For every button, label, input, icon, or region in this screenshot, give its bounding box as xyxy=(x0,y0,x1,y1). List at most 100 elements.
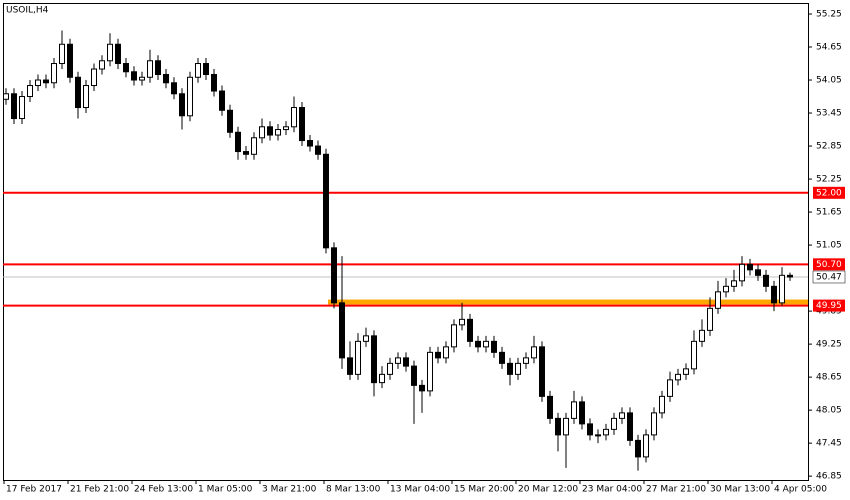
y-tick-label: 51.05 xyxy=(816,241,842,251)
y-tick-label: 47.45 xyxy=(816,439,842,449)
candle-body xyxy=(99,60,105,70)
candle-body xyxy=(171,82,177,95)
candle-body xyxy=(787,274,793,278)
x-tick-label: 13 Mar 04:00 xyxy=(390,485,450,495)
x-tick-label: 30 Mar 13:00 xyxy=(710,485,770,495)
candle-body xyxy=(147,60,153,78)
candle-body xyxy=(27,85,33,98)
candle-body xyxy=(491,340,497,353)
current-price-box xyxy=(812,270,846,284)
candle-body xyxy=(363,335,369,342)
candle-body xyxy=(643,434,649,458)
candle-body xyxy=(547,395,553,419)
candle-body xyxy=(307,140,313,147)
candle-body xyxy=(675,373,681,381)
candle-body xyxy=(299,107,305,142)
candle-body xyxy=(763,274,769,287)
candle-body xyxy=(11,93,17,120)
candle-body xyxy=(651,412,657,436)
candle-body xyxy=(347,357,353,375)
y-tick-label: 54.05 xyxy=(816,76,842,86)
candle-body xyxy=(187,76,193,117)
candle-body xyxy=(131,71,137,81)
x-tick-label: 15 Mar 20:00 xyxy=(454,485,514,495)
y-tick-label: 53.45 xyxy=(816,109,842,119)
y-tick-label: 52.25 xyxy=(816,175,842,185)
candle-body xyxy=(355,340,361,375)
candle-body xyxy=(443,346,449,359)
plot-frame xyxy=(3,3,809,481)
candle-body xyxy=(627,412,633,441)
candle-body xyxy=(267,126,273,136)
candle-body xyxy=(507,362,513,375)
candle-body xyxy=(35,79,41,87)
level-label: 50.70 xyxy=(816,260,842,270)
candle-body xyxy=(563,417,569,436)
x-tick-label: 24 Feb 13:00 xyxy=(134,485,193,495)
candle-body xyxy=(179,93,185,117)
level-label-box xyxy=(813,258,845,271)
candle-body xyxy=(427,351,433,392)
candle-body xyxy=(707,307,713,331)
candle-body xyxy=(19,96,25,120)
candle-body xyxy=(51,63,57,84)
candle-body xyxy=(91,68,97,87)
candle-body xyxy=(691,340,697,370)
y-tick-label: 49.25 xyxy=(816,340,842,350)
candle-body xyxy=(219,90,225,111)
candle-body xyxy=(523,357,529,364)
candle-body xyxy=(387,362,393,375)
candle-body xyxy=(235,131,241,153)
candle-body xyxy=(539,346,545,397)
candle-body xyxy=(203,63,209,76)
x-tick-label: 27 Mar 21:00 xyxy=(646,485,706,495)
candle-body xyxy=(315,145,321,155)
candle-body xyxy=(395,357,401,364)
candle-body xyxy=(83,85,89,109)
candle-body xyxy=(723,285,729,293)
x-tick-label: 23 Mar 04:00 xyxy=(582,485,642,495)
level-label: 49.95 xyxy=(816,301,842,311)
x-tick-label: 4 Apr 05:00 xyxy=(774,485,827,495)
candle-body xyxy=(259,126,265,139)
candle-body xyxy=(771,285,777,304)
candle-body xyxy=(531,346,537,359)
candle-body xyxy=(515,362,521,375)
candle-body xyxy=(155,60,161,76)
candle-body xyxy=(659,395,665,414)
candle-body xyxy=(667,379,673,397)
y-tick-label: 52.85 xyxy=(816,142,842,152)
candle-body xyxy=(499,351,505,364)
candle-body xyxy=(683,368,689,375)
candle-body xyxy=(467,318,473,342)
candle-body xyxy=(67,43,73,78)
candle-body xyxy=(755,269,761,276)
x-tick-label: 3 Mar 21:00 xyxy=(262,485,317,495)
candle-body xyxy=(115,43,121,65)
candle-body xyxy=(451,324,457,348)
candle-body xyxy=(587,423,593,436)
candle-body xyxy=(403,357,409,367)
candle-body xyxy=(123,63,129,73)
chart-title: USOIL,H4 xyxy=(6,6,49,16)
candle-body xyxy=(635,439,641,458)
candle-body xyxy=(227,109,233,133)
candle-body xyxy=(555,417,561,436)
x-tick-label: 17 Feb 2017 xyxy=(6,485,62,495)
candle-body xyxy=(483,340,489,348)
support-zone xyxy=(328,299,808,305)
x-tick-label: 21 Feb 21:00 xyxy=(70,485,129,495)
level-label-box xyxy=(813,186,845,199)
x-tick-label: 1 Mar 05:00 xyxy=(198,485,253,495)
level-label: 52.00 xyxy=(816,188,842,198)
candle-body xyxy=(419,384,425,392)
candle-body xyxy=(371,335,377,384)
x-tick-label: 20 Mar 12:00 xyxy=(518,485,578,495)
candle-body xyxy=(731,280,737,287)
y-tick-label: 54.65 xyxy=(816,43,842,53)
y-tick-label: 51.65 xyxy=(816,208,842,218)
candle-body xyxy=(163,74,169,84)
y-tick-label: 48.05 xyxy=(816,406,842,416)
candle-body xyxy=(747,263,753,271)
